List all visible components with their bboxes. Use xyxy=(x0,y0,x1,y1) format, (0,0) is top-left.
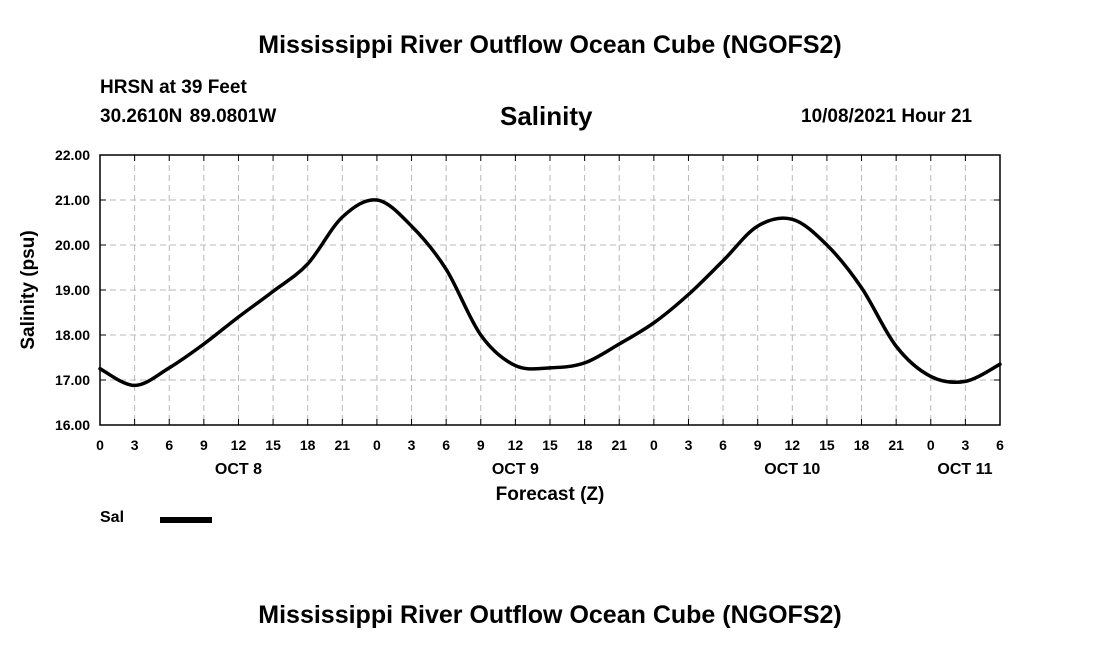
y-axis-label: Salinity (psu) xyxy=(18,230,39,349)
station-label: HRSN at 39 Feet xyxy=(100,77,247,98)
day-label: OCT 11 xyxy=(937,461,992,478)
y-tick-label: 18.00 xyxy=(55,327,90,343)
day-label: OCT 10 xyxy=(764,461,820,478)
footer-title: Mississippi River Outflow Ocean Cube (NG… xyxy=(258,601,842,629)
x-tick-label: 9 xyxy=(754,437,762,453)
day-label: OCT 8 xyxy=(215,461,262,478)
x-tick-label: 6 xyxy=(442,437,450,453)
page-title: Mississippi River Outflow Ocean Cube (NG… xyxy=(258,31,842,59)
x-tick-label: 3 xyxy=(961,437,969,453)
plot-frame xyxy=(99,154,1001,426)
x-tick-label: 0 xyxy=(373,437,381,453)
x-axis-label: Forecast (Z) xyxy=(496,484,605,505)
x-tick-label: 0 xyxy=(927,437,935,453)
forecast-datetime: 10/08/2021 Hour 21 xyxy=(801,106,973,127)
series-line-sal xyxy=(98,198,1002,388)
x-tick-label: 6 xyxy=(165,437,173,453)
x-tick-label: 9 xyxy=(200,437,208,453)
day-label: OCT 9 xyxy=(492,461,539,478)
chart-title: Salinity xyxy=(500,101,593,131)
x-tick-label: 15 xyxy=(265,437,281,453)
station-coordinates: 30.2610N 89.0801W xyxy=(100,106,277,127)
x-tick-label: 12 xyxy=(508,437,524,453)
x-tick-label: 12 xyxy=(231,437,247,453)
x-tick-label: 3 xyxy=(131,437,139,453)
x-tick-label: 9 xyxy=(477,437,485,453)
y-tick-label: 19.00 xyxy=(55,282,90,298)
x-tick-label: 6 xyxy=(996,437,1004,453)
y-tick-label: 16.00 xyxy=(55,417,90,433)
x-tick-label: 12 xyxy=(785,437,801,453)
x-tick-label: 3 xyxy=(685,437,693,453)
y-tick-label: 22.00 xyxy=(55,147,90,163)
grid-lines xyxy=(100,155,1000,425)
x-tick-label: 18 xyxy=(300,437,316,453)
x-tick-label: 6 xyxy=(719,437,727,453)
legend-line-swatch xyxy=(160,517,212,523)
x-tick-label: 21 xyxy=(335,437,351,453)
x-tick-label: 0 xyxy=(650,437,658,453)
y-tick-label: 21.00 xyxy=(55,192,90,208)
x-tick-label: 21 xyxy=(611,437,627,453)
x-tick-label: 18 xyxy=(854,437,870,453)
x-tick-label: 15 xyxy=(542,437,558,453)
x-tick-label: 18 xyxy=(577,437,593,453)
legend-label: Sal xyxy=(100,509,125,526)
x-tick-label: 3 xyxy=(408,437,416,453)
x-tick-label: 0 xyxy=(96,437,104,453)
y-tick-label: 20.00 xyxy=(55,237,90,253)
tick-labels: 0 3 6 9 12 15 18 21 0 3 6 9 12 15 18 21 0 3 6 9 12 15 18 21 0 3 6 1… xyxy=(55,147,1004,478)
y-tick-label: 17.00 xyxy=(55,372,90,388)
x-tick-label: 15 xyxy=(819,437,835,453)
x-tick-label: 21 xyxy=(888,437,904,453)
